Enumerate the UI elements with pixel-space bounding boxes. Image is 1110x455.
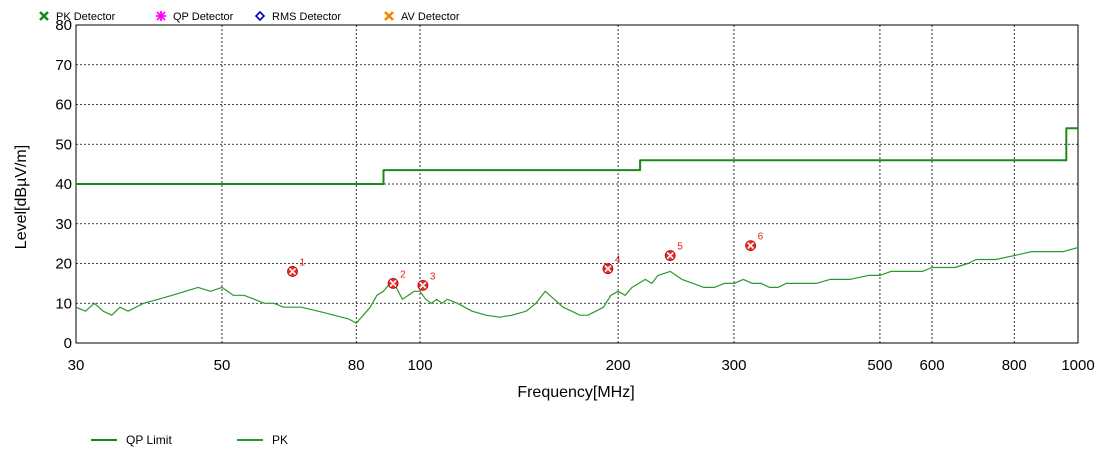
y-tick-labels: 0 10 20 30 40 50 60 70 80: [55, 17, 72, 352]
peak-marker-cross: [419, 281, 427, 289]
pk-trace-line: [75, 247, 1079, 324]
series-legend-label: PK: [272, 433, 288, 447]
y-tick-label: 20: [55, 256, 72, 273]
peak-marker: 3: [417, 271, 436, 291]
detector-legend-item: RMS Detector: [254, 10, 341, 23]
detector-legend-item: PK Detector: [39, 11, 116, 23]
x-tick-label: 300: [721, 357, 746, 374]
y-tick-label: 0: [64, 335, 72, 352]
y-axis-label: Level[dBµV/m]: [13, 145, 30, 249]
x-tick-label: 200: [606, 357, 631, 374]
detector-legend-item: AV Detector: [384, 11, 460, 23]
x-axis-label: Frequency[MHz]: [517, 384, 634, 401]
detector-legend-label: PK Detector: [56, 11, 116, 23]
peak-marker-cross: [288, 267, 297, 276]
x-tick-label: 80: [348, 357, 365, 374]
series-layer: [75, 127, 1079, 324]
series-legend-item: QP Limit: [91, 433, 172, 447]
peak-marker-cross: [666, 251, 674, 260]
y-tick-label: 50: [55, 136, 72, 153]
peak-marker-cross: [747, 242, 755, 250]
diamond-icon: [254, 10, 266, 22]
y-tick-label: 60: [55, 97, 72, 114]
detector-legend: PK Detector QP Detector RMS Detector AV Det…: [39, 10, 460, 23]
x-tick-label: 800: [1002, 357, 1027, 374]
peak-marker-cross: [389, 279, 397, 287]
star-icon: [156, 11, 166, 21]
y-tick-label: 10: [55, 295, 72, 312]
series-legend-label: QP Limit: [126, 433, 172, 447]
peak-marker: 1: [287, 257, 306, 277]
peak-marker: 4: [602, 255, 621, 275]
peak-marker: 6: [745, 232, 764, 252]
detector-legend-item: QP Detector: [156, 11, 234, 23]
x-tick-label: 500: [867, 357, 892, 374]
detector-legend-label: QP Detector: [173, 11, 234, 23]
y-tick-label: 80: [55, 17, 72, 34]
series-legend-item: PK: [237, 433, 288, 447]
chart-grid: [76, 25, 1078, 343]
series-legend: QP Limit PK: [91, 433, 288, 447]
peak-marker-label: 5: [677, 242, 683, 253]
x-tick-label: 50: [214, 357, 231, 374]
x-tick-label: 1000: [1061, 357, 1094, 374]
x-mark-icon: [39, 11, 49, 21]
marker-layer: 1 2 3 4 5 6: [287, 232, 764, 291]
peak-marker-label: 3: [430, 271, 436, 282]
y-tick-label: 70: [55, 57, 72, 74]
y-tick-label: 30: [55, 216, 72, 233]
detector-legend-label: AV Detector: [401, 11, 460, 23]
peak-marker-cross: [604, 265, 612, 273]
x-tick-label: 30: [68, 357, 85, 374]
qp-limit-line: [76, 127, 1078, 185]
x-tick-label: 100: [408, 357, 433, 374]
peak-marker-label: 2: [400, 269, 406, 280]
y-tick-label: 40: [55, 176, 72, 193]
x-tick-label: 600: [920, 357, 945, 374]
detector-legend-label: RMS Detector: [272, 11, 341, 23]
peak-marker-label: 4: [615, 255, 621, 266]
x-mark-icon: [384, 11, 394, 21]
x-tick-labels: 30 50 80 100 200 300 500 600 800 1000: [68, 357, 1095, 374]
peak-marker-label: 6: [758, 232, 764, 243]
peak-marker-label: 1: [300, 257, 306, 268]
peak-marker: 2: [387, 269, 406, 289]
peak-marker: 5: [664, 242, 683, 261]
